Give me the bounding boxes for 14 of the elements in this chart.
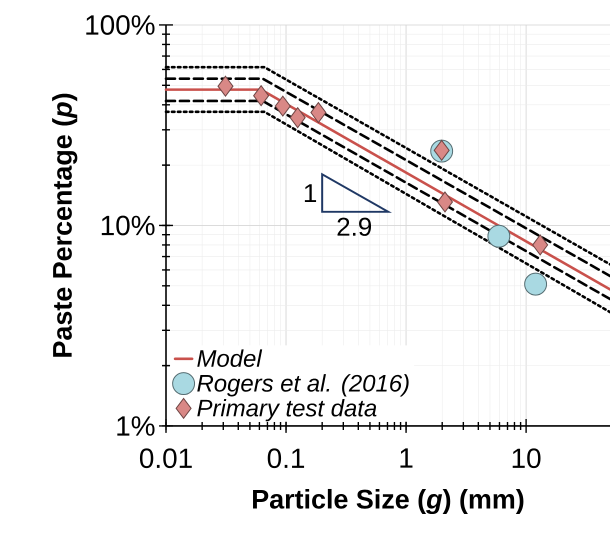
x-tick-label: 10 [512,448,541,468]
y-axis-title: Paste Percentage (p) [52,94,78,357]
annotation: 1 [304,184,316,202]
x-tick-label: 0.1 [268,448,304,468]
x-tick-label: 0.01 [140,448,192,468]
annotation: 2.9 [338,218,372,236]
x-tick-label: 1 [400,448,412,468]
x-axis-title: Particle Size (g) (mm) [253,488,524,514]
y-tick-label: 1% [117,416,155,436]
y-tick-label: 100% [86,15,155,35]
y-tick-label: 10% [102,216,155,236]
legend-label: Rogers et al. (2016) [197,374,409,396]
legend-label: Model [197,349,262,367]
legend-label: Primary test data [197,398,376,422]
